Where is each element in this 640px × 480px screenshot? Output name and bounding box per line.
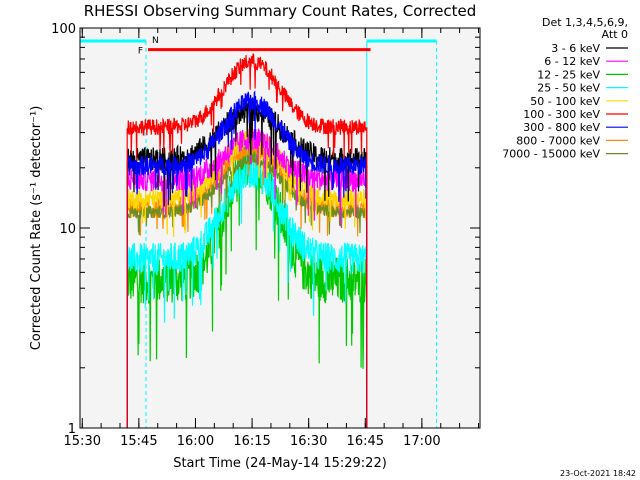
series-line-300-800keV (126, 90, 368, 428)
legend-label: 800 - 7000 keV (516, 134, 600, 147)
legend-label: 12 - 25 keV (537, 68, 600, 81)
legend-header-line-1: Det 1,3,4,5,6,9, (542, 16, 628, 29)
x-axis-label: Start Time (24-May-14 15:29:22) (173, 456, 387, 471)
series-line-100-300keV (126, 53, 368, 428)
x-axis: 15:30 15:45 16:00 16:15 16:30 16:45 17:00 (64, 28, 479, 449)
flare-label: F (138, 47, 143, 57)
legend-label: 300 - 800 keV (523, 121, 600, 134)
legend-label: 7000 - 15000 keV (502, 148, 600, 161)
legend-label: 100 - 300 keV (523, 108, 600, 121)
legend-label: 25 - 50 keV (537, 82, 600, 95)
y-tick-label: 100 (51, 22, 76, 37)
flare-marker: F (138, 47, 371, 57)
chart-title: RHESSI Observing Summary Count Rates, Co… (84, 2, 477, 20)
x-tick-label: 16:15 (233, 434, 270, 449)
x-tick-label: 16:45 (347, 434, 384, 449)
x-tick-label: 15:45 (120, 434, 157, 449)
timestamp: 23-Oct-2021 18:42 (560, 469, 636, 478)
legend-label: 6 - 12 keV (544, 55, 600, 68)
night-marker-label: N (152, 36, 159, 46)
legend-label: 3 - 6 keV (551, 42, 600, 55)
x-tick-label: 17:00 (403, 434, 440, 449)
y-axis-label: Corrected Count Rate (s⁻¹ detector⁻¹) (29, 106, 44, 351)
y-axis: 1 10 100 (51, 22, 480, 437)
legend-header-line-2: Att 0 (602, 28, 628, 41)
y-tick-label: 10 (59, 222, 76, 237)
x-tick-label: 15:30 (64, 434, 101, 449)
legend-label: 50 - 100 keV (530, 95, 600, 108)
x-tick-label: 16:00 (177, 434, 214, 449)
x-tick-label: 16:30 (290, 434, 327, 449)
y-tick-label: 1 (68, 422, 76, 437)
series-layer (126, 53, 368, 428)
